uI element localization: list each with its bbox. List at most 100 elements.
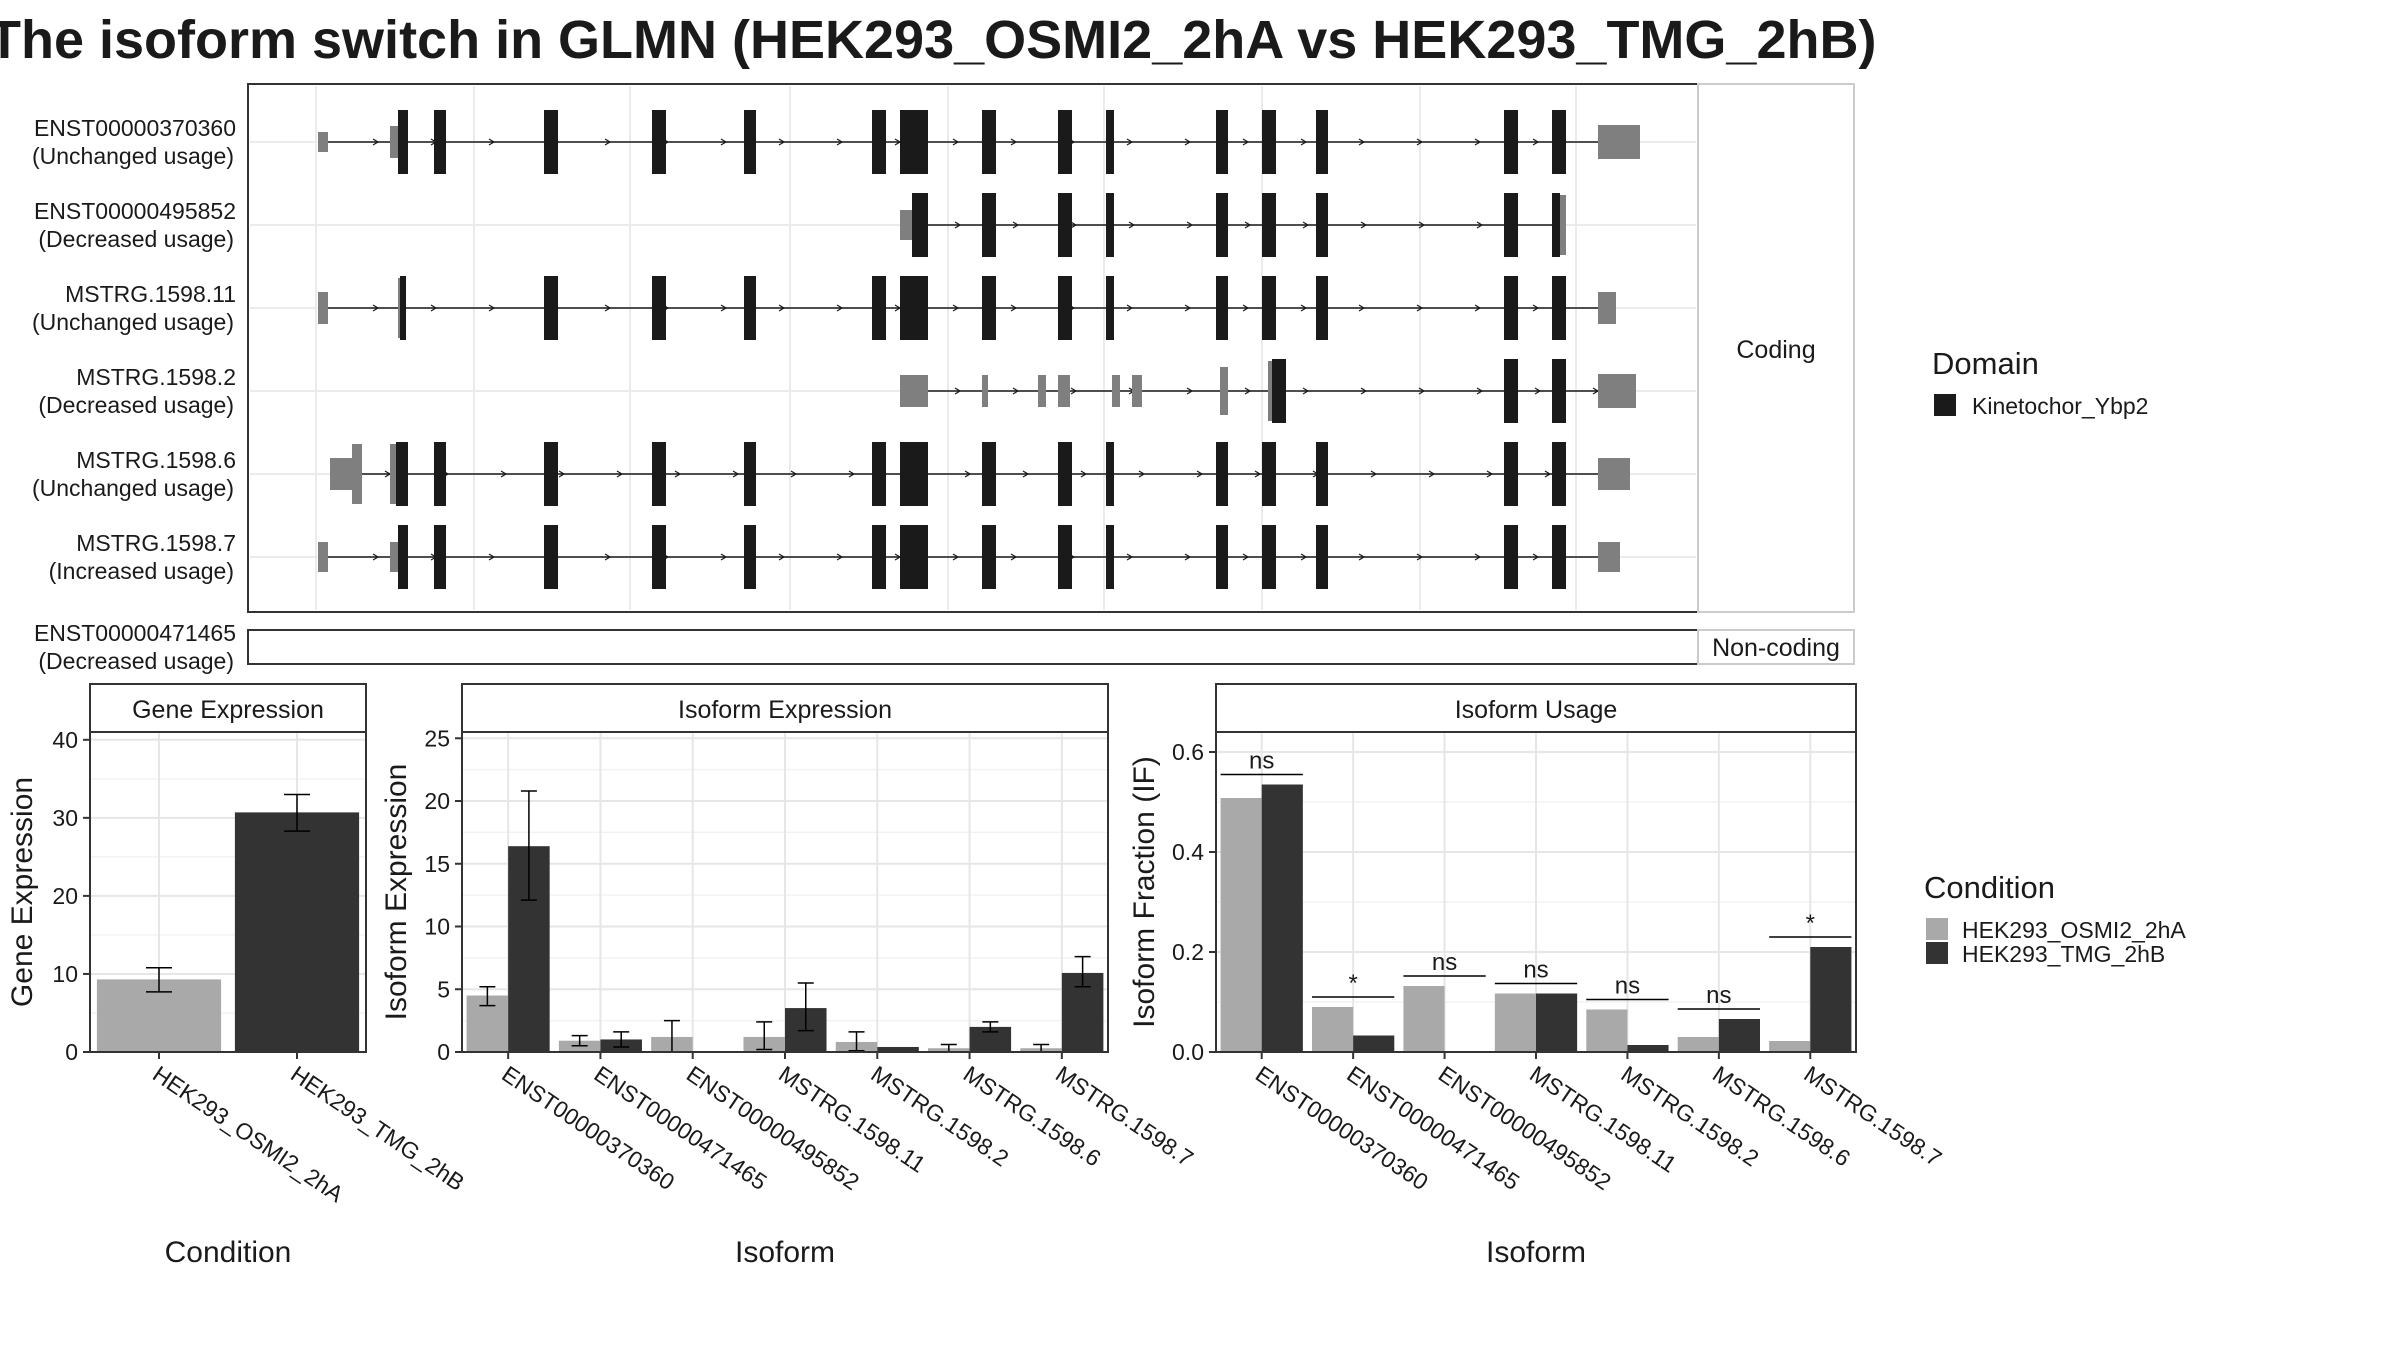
- direction-arrow: [1184, 138, 1192, 146]
- domain-exon: [398, 525, 408, 589]
- domain-exon: [872, 442, 886, 506]
- direction-arrow: [488, 304, 496, 312]
- direction-arrow: [1300, 304, 1308, 312]
- domain-exon: [1106, 525, 1114, 589]
- domain-exon: [1106, 193, 1114, 257]
- y-tick-label: 0: [437, 1039, 450, 1065]
- direction-arrow: [1012, 221, 1020, 229]
- domain-legend-title: Domain: [1932, 346, 2039, 381]
- direction-arrow: [1244, 221, 1252, 229]
- domain-exon: [982, 525, 996, 589]
- direction-arrow: [1196, 470, 1204, 478]
- significance-label: *: [1348, 970, 1357, 997]
- direction-arrow: [1300, 138, 1308, 146]
- x-axis-title: Isoform: [1486, 1236, 1586, 1269]
- direction-arrow: [488, 138, 496, 146]
- y-tick-label: 10: [52, 961, 78, 987]
- condition-legend-label-a: HEK293_OSMI2_2hA: [1962, 917, 2186, 943]
- direction-arrow: [1242, 138, 1250, 146]
- domain-legend: Domain Kinetochor_Ybp2: [1932, 346, 2148, 419]
- direction-arrow: [372, 138, 380, 146]
- domain-exon: [1504, 359, 1518, 423]
- coding-strip-label: Coding: [1736, 336, 1815, 364]
- direction-arrow: [1186, 221, 1194, 229]
- domain-exon: [900, 442, 928, 506]
- utr-exon: [1598, 374, 1636, 408]
- direction-arrow: [1302, 221, 1310, 229]
- direction-arrow: [1486, 470, 1494, 478]
- domain-exon: [652, 442, 666, 506]
- direction-arrow: [1184, 553, 1192, 561]
- domain-exon: [900, 525, 928, 589]
- domain-exon: [1272, 359, 1286, 423]
- direction-arrow: [1254, 470, 1262, 478]
- direction-arrow: [1126, 304, 1134, 312]
- direction-arrow: [430, 304, 438, 312]
- bar: [1718, 1019, 1760, 1052]
- domain-exon: [872, 525, 886, 589]
- bar: [1536, 993, 1578, 1052]
- structure-coding-panel: [247, 83, 1699, 613]
- direction-arrow: [604, 138, 612, 146]
- direction-arrow: [1544, 470, 1552, 478]
- isoform-label-status: (Unchanged usage): [32, 309, 234, 335]
- domain-exon: [744, 442, 756, 506]
- direction-arrow: [604, 553, 612, 561]
- bar: [1403, 986, 1445, 1052]
- domain-exon: [744, 525, 756, 589]
- direction-arrow: [964, 470, 972, 478]
- y-tick-label: 0.6: [1172, 739, 1204, 765]
- domain-exon: [982, 110, 996, 174]
- y-tick-label: 10: [424, 914, 450, 940]
- domain-exon: [744, 276, 756, 340]
- isoform-label-id: MSTRG.1598.6: [76, 447, 236, 473]
- domain-exon: [1316, 193, 1328, 257]
- panel-title: Gene Expression: [132, 696, 324, 724]
- utr-exon: [390, 126, 398, 158]
- utr-exon: [1268, 361, 1272, 421]
- condition-legend-swatch-a: [1926, 918, 1948, 940]
- utr-exon: [1132, 375, 1142, 407]
- domain-exon: [1504, 193, 1518, 257]
- direction-arrow: [1300, 553, 1308, 561]
- x-tick-label: ENST00000471465: [1342, 1061, 1524, 1196]
- utr-exon: [390, 542, 398, 572]
- bar: [1261, 784, 1303, 1052]
- direction-arrow: [1358, 138, 1366, 146]
- direction-arrow: [674, 470, 682, 478]
- direction-arrow: [1022, 470, 1030, 478]
- direction-arrow: [1532, 553, 1540, 561]
- direction-arrow: [1010, 138, 1018, 146]
- isoform-label-status: (Unchanged usage): [32, 143, 234, 169]
- domain-exon: [982, 442, 996, 506]
- domain-exon: [1262, 193, 1276, 257]
- domain-exon: [396, 442, 408, 506]
- direction-arrow: [848, 470, 856, 478]
- domain-exon: [1504, 442, 1518, 506]
- direction-arrow: [1244, 387, 1252, 395]
- utr-exon: [318, 292, 328, 324]
- domain-exon: [900, 276, 928, 340]
- domain-exon: [1262, 442, 1276, 506]
- domain-exon: [982, 276, 996, 340]
- y-axis-title: Gene Expression: [6, 777, 39, 1007]
- isoform-label-id: ENST00000370360: [34, 115, 236, 141]
- utr-exon: [318, 132, 328, 152]
- domain-exon: [434, 525, 446, 589]
- utr-exon: [1606, 125, 1640, 159]
- utr-exon: [1058, 375, 1070, 407]
- bar: [1677, 1037, 1719, 1052]
- panel-strip: [461, 683, 1109, 733]
- direction-arrow: [604, 304, 612, 312]
- direction-arrow: [1010, 553, 1018, 561]
- isoform-structure-panel: Coding Non-coding ENST00000370360(Unchan…: [32, 83, 1855, 674]
- domain-exon: [1504, 110, 1518, 174]
- direction-arrow: [720, 553, 728, 561]
- domain-legend-swatch: [1934, 394, 1956, 416]
- direction-arrow: [1418, 387, 1426, 395]
- direction-arrow: [1126, 553, 1134, 561]
- domain-exon: [1216, 276, 1228, 340]
- domain-exon: [398, 110, 408, 174]
- domain-exon: [400, 276, 406, 340]
